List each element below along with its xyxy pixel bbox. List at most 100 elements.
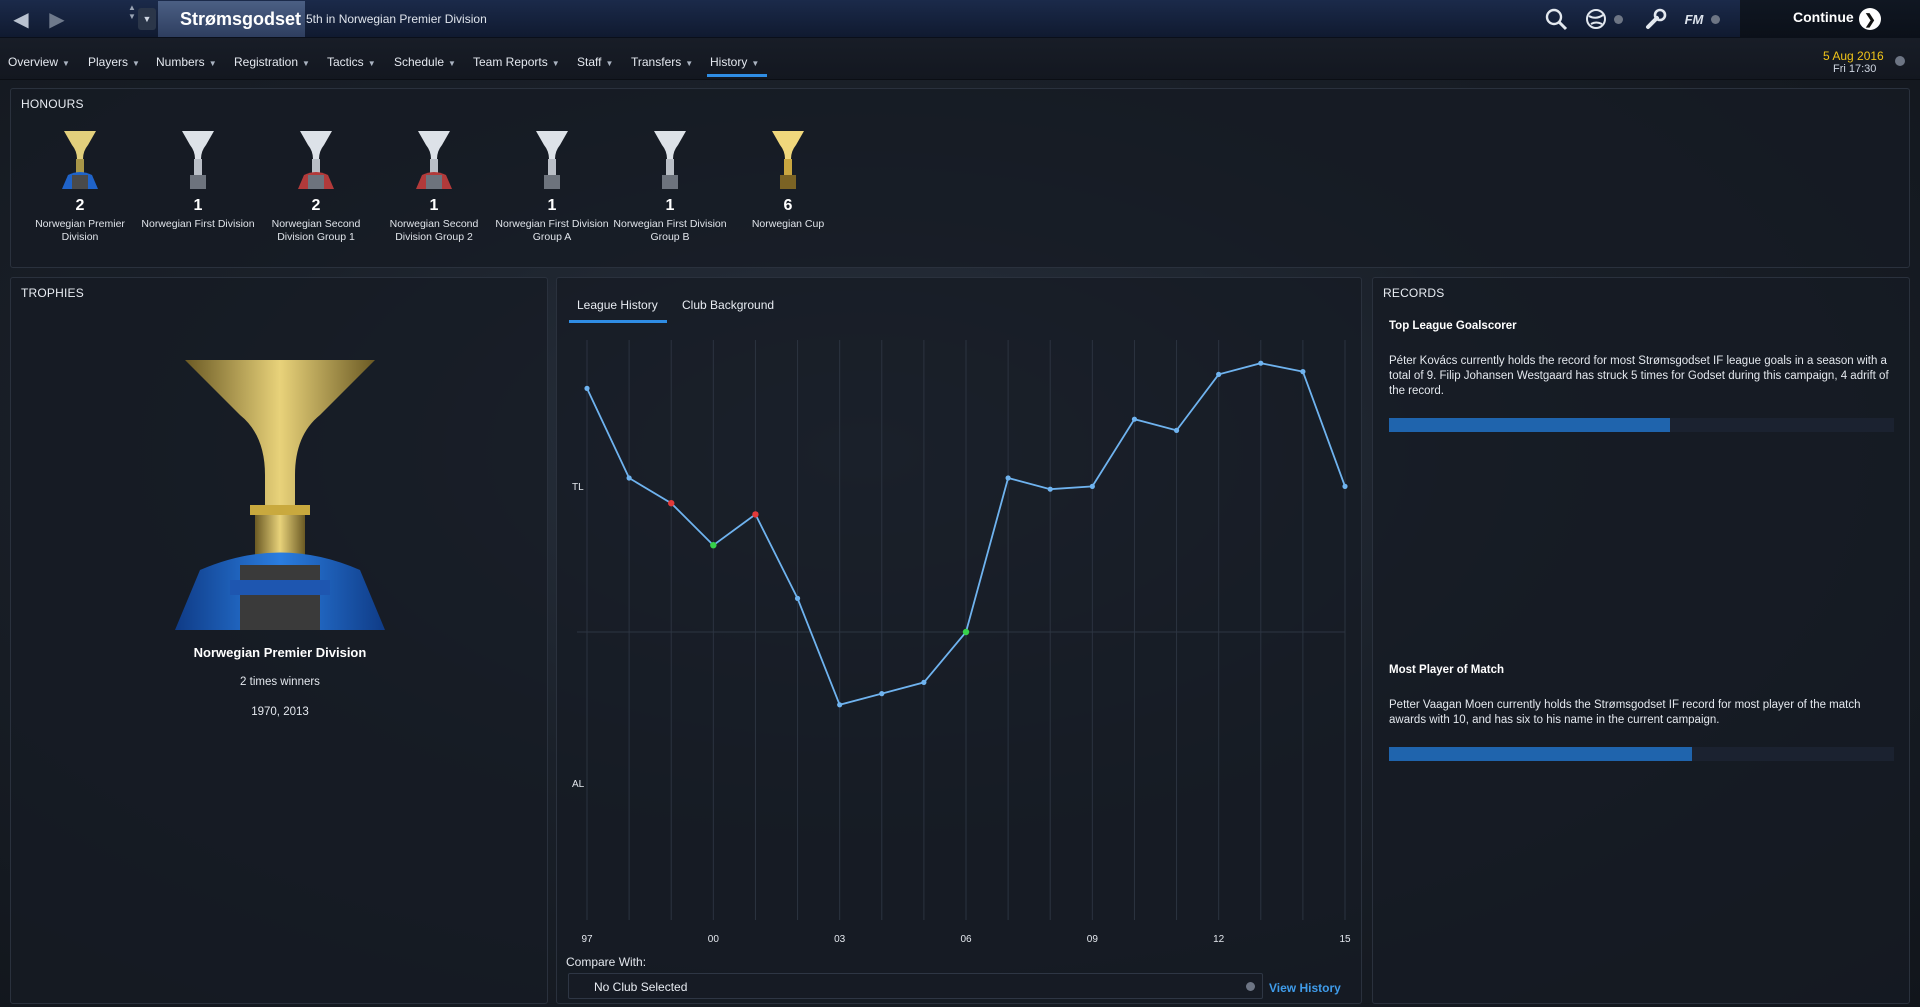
trophy-icon: [20, 125, 140, 191]
chevron-down-icon: ▼: [551, 59, 560, 68]
honour-item[interactable]: 2 Norwegian Premier Division: [20, 125, 140, 244]
honour-count: 1: [665, 197, 675, 214]
tab-club-background[interactable]: Club Background: [682, 298, 775, 312]
honour-name: Norwegian Second Division Group 1: [271, 218, 361, 243]
search-icon[interactable]: [1542, 6, 1570, 32]
top-bar: ◀ ▶ ▲ ▼ ▼ Strømsgodset 5th in Norwegian P…: [0, 0, 1920, 38]
honour-name: Norwegian Cup: [751, 218, 825, 230]
chevron-down-icon: ▼: [751, 59, 760, 68]
fm-status-dot: [1711, 15, 1720, 24]
menu-tactics-label: Tactics: [327, 55, 364, 69]
forward-arrow-icon[interactable]: ▶: [49, 8, 65, 31]
menu-numbers[interactable]: Numbers ▼: [156, 55, 217, 69]
chevron-down-icon: ▼: [367, 59, 376, 68]
fm-menu-button[interactable]: FM: [1684, 11, 1704, 27]
season-point: [1258, 360, 1264, 366]
y-band-label: AL: [572, 779, 585, 790]
chevron-down-icon: ▼: [605, 59, 614, 68]
wrench-icon[interactable]: [1642, 6, 1670, 32]
season-point: [710, 542, 717, 549]
season-point: [584, 385, 590, 391]
honour-item[interactable]: 1 Norwegian Second Division Group 2: [374, 125, 494, 244]
club-league-position: 5th in Norwegian Premier Division: [306, 12, 487, 26]
records-title: RECORDS: [1383, 286, 1445, 300]
compare-club-value: No Club Selected: [594, 980, 688, 994]
menu-team-reports[interactable]: Team Reports ▼: [473, 55, 560, 69]
honour-name: Norwegian First Division: [141, 218, 255, 230]
x-tick-label: 03: [834, 934, 846, 945]
menu-players[interactable]: Players ▼: [88, 55, 140, 69]
tab-league-history[interactable]: League History: [577, 298, 658, 312]
season-point: [921, 679, 927, 685]
season-point: [1216, 371, 1222, 377]
menu-registration[interactable]: Registration ▼: [234, 55, 310, 69]
trophy-icon: [138, 125, 258, 191]
current-date[interactable]: 5 Aug 2016: [1823, 49, 1884, 63]
menu-history-label: History: [710, 55, 748, 69]
x-tick-label: 09: [1087, 934, 1099, 945]
record-progress-goalscorer: [1389, 418, 1894, 432]
honour-item[interactable]: 2 Norwegian Second Division Group 1: [256, 125, 376, 244]
trophy-icon: [492, 125, 612, 191]
records-panel: RECORDS: [1372, 277, 1910, 1004]
view-history-link[interactable]: View History: [1269, 981, 1341, 995]
chevron-down-icon: ▼: [132, 59, 140, 68]
trophy-years: 1970, 2013: [251, 706, 309, 718]
trophy-name: Norwegian Premier Division: [193, 645, 367, 660]
honour-item[interactable]: 1 Norwegian First Division: [138, 125, 258, 231]
honour-item[interactable]: 1 Norwegian First Division Group B: [610, 125, 730, 244]
x-tick-label: 15: [1339, 934, 1351, 945]
menu-tactics[interactable]: Tactics ▼: [327, 55, 376, 69]
league-history-chart: TL AL 97 00 03 06 09 12 15: [572, 340, 1351, 945]
record-text-goalscorer: Péter Kovács currently holds the record …: [1389, 355, 1889, 397]
season-point: [879, 691, 885, 697]
continue-button[interactable]: Continue: [1793, 9, 1854, 25]
current-day-time: Fri 17:30: [1833, 63, 1877, 75]
record-text-potm: Petter Vaagan Moen currently holds the S…: [1389, 699, 1861, 726]
record-progress-fill: [1389, 747, 1692, 761]
trophy-icon: [374, 125, 494, 191]
y-band-label: TL: [572, 482, 584, 493]
club-switch-arrows-icon[interactable]: ▲ ▼: [128, 3, 136, 21]
continue-area: [1740, 0, 1920, 38]
honour-count: 1: [429, 197, 439, 214]
compare-club-select[interactable]: No Club Selected: [568, 973, 1263, 999]
honour-item[interactable]: 1 Norwegian First Division Group A: [492, 125, 612, 244]
honour-item[interactable]: 6 Norwegian Cup: [728, 125, 848, 231]
honour-name: Norwegian Second Division Group 2: [389, 218, 479, 243]
record-progress-fill: [1389, 418, 1670, 432]
club-dropdown-icon[interactable]: ▼: [138, 8, 156, 30]
honour-name: Norwegian Premier Division: [35, 218, 125, 243]
season-point: [1089, 483, 1095, 489]
season-point: [1342, 483, 1348, 489]
menu-schedule-label: Schedule: [394, 55, 445, 69]
tab-active-indicator: [569, 320, 667, 323]
menu-overview[interactable]: Overview ▼: [8, 55, 70, 69]
menu-transfers[interactable]: Transfers ▼: [631, 55, 693, 69]
compare-dropdown-icon[interactable]: [1246, 982, 1255, 991]
menu-bar: [0, 38, 1920, 80]
continue-arrow-icon[interactable]: ❯: [1859, 8, 1881, 30]
back-arrow-icon[interactable]: ◀: [13, 8, 29, 31]
record-progress-potm: [1389, 747, 1894, 761]
trophies-title: TROPHIES: [21, 286, 84, 300]
trophy-image: [170, 355, 390, 635]
x-tick-label: 97: [581, 934, 593, 945]
season-point: [1131, 416, 1138, 422]
honour-count: 2: [75, 197, 85, 214]
menu-staff[interactable]: Staff ▼: [577, 55, 613, 69]
menu-team-reports-label: Team Reports: [473, 55, 548, 69]
menu-registration-label: Registration: [234, 55, 299, 69]
menu-history[interactable]: History ▼: [710, 55, 759, 69]
menu-active-indicator: [707, 74, 767, 77]
season-point: [626, 475, 632, 481]
globe-icon[interactable]: [1582, 6, 1610, 32]
honour-count: 1: [193, 197, 203, 214]
chevron-down-icon: ▼: [208, 59, 217, 68]
menu-staff-label: Staff: [577, 55, 602, 69]
globe-status-dot: [1614, 15, 1623, 24]
menu-schedule[interactable]: Schedule ▼: [394, 55, 456, 69]
club-name[interactable]: Strømsgodset: [158, 1, 305, 37]
record-heading-potm: Most Player of Match: [1389, 664, 1505, 676]
honour-count: 2: [311, 197, 321, 214]
